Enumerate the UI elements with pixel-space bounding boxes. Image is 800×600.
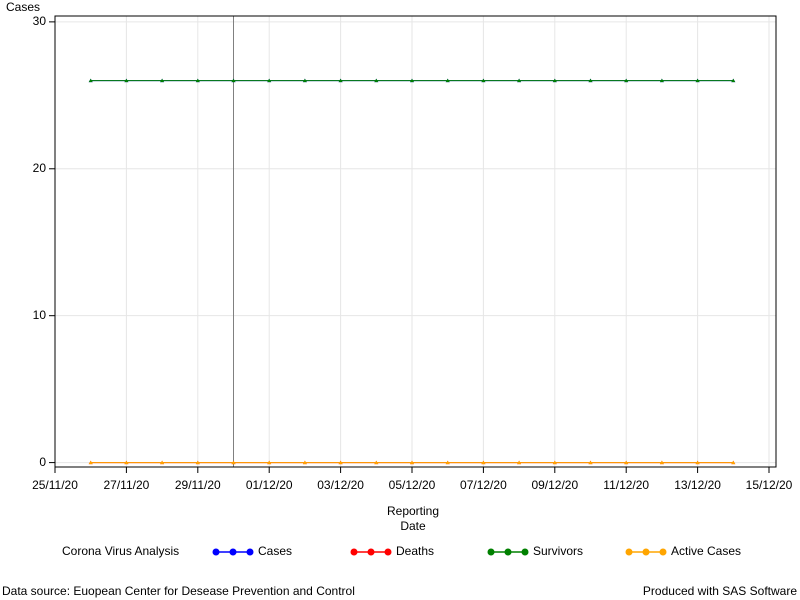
data-point	[338, 460, 343, 465]
x-tick-label: 13/12/20	[674, 478, 721, 492]
data-point	[302, 460, 307, 465]
data-point	[659, 460, 664, 465]
data-point	[445, 78, 450, 83]
data-point	[445, 460, 450, 465]
x-tick-label: 05/12/20	[389, 478, 436, 492]
legend-marker	[504, 548, 512, 556]
legend-marker	[642, 548, 650, 556]
data-point	[624, 460, 629, 465]
legend-marker	[384, 548, 392, 556]
data-point	[231, 460, 236, 465]
data-point	[88, 78, 93, 83]
data-point	[338, 78, 343, 83]
y-tick-label: 20	[33, 161, 47, 175]
legend-marker	[350, 548, 358, 556]
legend-marker	[487, 548, 495, 556]
data-point	[374, 460, 379, 465]
data-point	[481, 78, 486, 83]
x-tick-label: 29/11/20	[175, 478, 221, 492]
data-point	[195, 460, 200, 465]
data-point	[481, 460, 486, 465]
data-point	[302, 78, 307, 83]
data-point	[731, 78, 736, 83]
legend-marker	[212, 548, 220, 556]
data-point	[695, 78, 700, 83]
data-point	[124, 460, 129, 465]
footnote-right: Produced with SAS Software	[643, 584, 797, 598]
data-point	[588, 460, 593, 465]
legend-label: Active Cases	[671, 544, 741, 558]
x-tick-label: 15/12/20	[746, 478, 793, 492]
data-point	[195, 78, 200, 83]
x-tick-label: 25/11/20	[32, 478, 78, 492]
data-point	[160, 460, 165, 465]
legend-label: Survivors	[533, 544, 583, 558]
data-point	[374, 78, 379, 83]
data-point	[624, 78, 629, 83]
data-point	[588, 78, 593, 83]
legend-marker	[659, 548, 667, 556]
legend-marker	[367, 548, 375, 556]
legend-label: Cases	[258, 544, 292, 558]
data-point	[731, 460, 736, 465]
x-tick-label: 01/12/20	[246, 478, 293, 492]
legend-marker	[625, 548, 633, 556]
y-axis-label: Cases	[6, 0, 40, 14]
x-tick-label: 03/12/20	[317, 478, 364, 492]
data-point	[552, 78, 557, 83]
data-point	[267, 460, 272, 465]
y-tick-label: 10	[33, 308, 47, 322]
legend-label: Deaths	[396, 544, 434, 558]
data-point	[410, 78, 414, 83]
data-point	[160, 78, 165, 83]
legend-title: Corona Virus Analysis	[62, 544, 179, 558]
y-tick-label: 0	[39, 455, 46, 469]
legend-marker	[246, 548, 254, 556]
x-tick-label: 07/12/20	[460, 478, 507, 492]
x-tick-label: 09/12/20	[531, 478, 578, 492]
data-point	[410, 460, 414, 465]
data-point	[88, 460, 93, 465]
data-point	[267, 78, 272, 83]
footnote-left: Data source: Euopean Center for Desease …	[2, 584, 355, 598]
data-point	[552, 460, 557, 465]
legend-marker	[521, 548, 529, 556]
data-point	[517, 460, 522, 465]
data-point	[124, 78, 129, 83]
legend-marker	[229, 548, 237, 556]
x-tick-label: 11/12/20	[603, 478, 649, 492]
data-point	[659, 78, 664, 83]
data-point	[695, 460, 700, 465]
plot-frame	[54, 15, 777, 468]
data-point	[231, 78, 236, 83]
x-tick-label: 27/11/20	[103, 478, 149, 492]
y-tick-label: 30	[33, 14, 47, 28]
x-axis-label: Reporting Date	[386, 504, 440, 533]
data-point	[517, 78, 522, 83]
